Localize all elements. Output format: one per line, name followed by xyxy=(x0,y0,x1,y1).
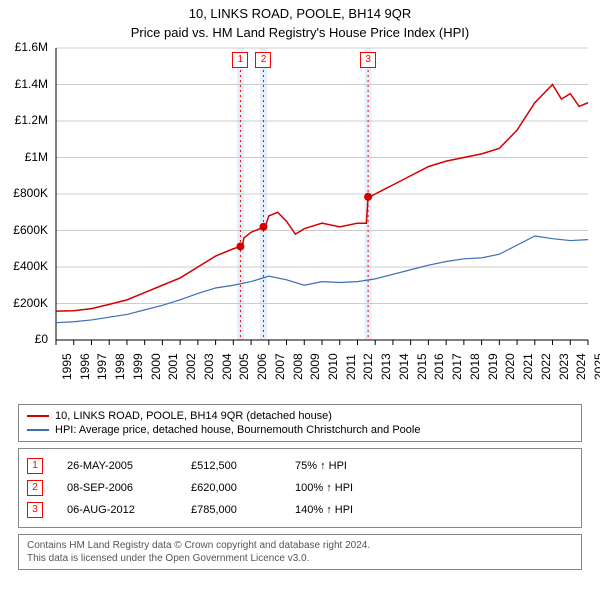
sale-pct: 100% ↑ HPI xyxy=(295,482,395,494)
page-subtitle: Price paid vs. HM Land Registry's House … xyxy=(0,21,600,40)
legend-row: 10, LINKS ROAD, POOLE, BH14 9QR (detache… xyxy=(27,409,573,423)
x-axis-tick-label: 2012 xyxy=(361,353,375,380)
y-axis-tick-label: £800K xyxy=(0,186,48,200)
x-axis-tick-label: 1995 xyxy=(60,353,74,380)
sale-pct: 75% ↑ HPI xyxy=(295,460,395,472)
copyright-line: Contains HM Land Registry data © Crown c… xyxy=(27,539,573,552)
legend-swatch-icon xyxy=(27,415,49,417)
y-axis-tick-label: £1.2M xyxy=(0,113,48,127)
legend-swatch-icon xyxy=(27,429,49,431)
sale-date: 08-SEP-2006 xyxy=(67,482,167,494)
x-axis-tick-label: 1998 xyxy=(113,353,127,380)
x-axis-tick-label: 2024 xyxy=(574,353,588,380)
page: 10, LINKS ROAD, POOLE, BH14 9QR Price pa… xyxy=(0,0,600,590)
chart-marker-label: 3 xyxy=(360,52,376,68)
sale-price: £785,000 xyxy=(191,504,271,516)
chart-marker-label: 1 xyxy=(232,52,248,68)
x-axis-tick-label: 2013 xyxy=(379,353,393,380)
line-chart xyxy=(0,40,600,400)
y-axis-tick-label: £0 xyxy=(0,332,48,346)
x-axis-tick-label: 2023 xyxy=(557,353,571,380)
x-axis-tick-label: 1999 xyxy=(131,353,145,380)
y-axis-tick-label: £200K xyxy=(0,296,48,310)
x-axis-tick-label: 2010 xyxy=(326,353,340,380)
y-axis-tick-label: £1.6M xyxy=(0,40,48,54)
x-axis-tick-label: 2015 xyxy=(415,353,429,380)
x-axis-tick-label: 2002 xyxy=(184,353,198,380)
sale-date: 06-AUG-2012 xyxy=(67,504,167,516)
sale-marker-icon: 3 xyxy=(27,502,43,518)
x-axis-tick-label: 2001 xyxy=(166,353,180,380)
x-axis-tick-label: 2003 xyxy=(202,353,216,380)
x-axis-tick-label: 2007 xyxy=(273,353,287,380)
legend-label: HPI: Average price, detached house, Bour… xyxy=(55,424,420,436)
y-axis-tick-label: £400K xyxy=(0,259,48,273)
x-axis-tick-label: 2011 xyxy=(344,354,358,380)
sale-marker-icon: 2 xyxy=(27,480,43,496)
x-axis-tick-label: 2017 xyxy=(450,353,464,380)
x-axis-tick-label: 2025 xyxy=(592,353,600,380)
x-axis-tick-label: 2008 xyxy=(291,353,305,380)
x-axis-tick-label: 1996 xyxy=(78,353,92,380)
page-title: 10, LINKS ROAD, POOLE, BH14 9QR xyxy=(0,0,600,21)
y-axis-tick-label: £1.4M xyxy=(0,77,48,91)
x-axis-tick-label: 2006 xyxy=(255,353,269,380)
sale-pct: 140% ↑ HPI xyxy=(295,504,395,516)
chart-marker-label: 2 xyxy=(255,52,271,68)
sale-marker-icon: 1 xyxy=(27,458,43,474)
x-axis-tick-label: 2020 xyxy=(503,353,517,380)
x-axis-tick-label: 2004 xyxy=(220,353,234,380)
x-axis-tick-label: 2005 xyxy=(237,353,251,380)
x-axis-tick-label: 2016 xyxy=(432,353,446,380)
legend: 10, LINKS ROAD, POOLE, BH14 9QR (detache… xyxy=(18,404,582,442)
sales-table: 1 26-MAY-2005 £512,500 75% ↑ HPI 2 08-SE… xyxy=(18,448,582,528)
x-axis-tick-label: 2021 xyxy=(521,353,535,380)
x-axis-tick-label: 2000 xyxy=(149,353,163,380)
table-row: 1 26-MAY-2005 £512,500 75% ↑ HPI xyxy=(27,455,573,477)
sale-price: £620,000 xyxy=(191,482,271,494)
copyright-line: This data is licensed under the Open Gov… xyxy=(27,552,573,565)
legend-row: HPI: Average price, detached house, Bour… xyxy=(27,423,573,437)
x-axis-tick-label: 2014 xyxy=(397,353,411,380)
x-axis-tick-label: 2022 xyxy=(539,353,553,380)
x-axis-tick-label: 2018 xyxy=(468,353,482,380)
x-axis-tick-label: 1997 xyxy=(95,353,109,380)
copyright: Contains HM Land Registry data © Crown c… xyxy=(18,534,582,570)
y-axis-tick-label: £600K xyxy=(0,223,48,237)
x-axis-tick-label: 2009 xyxy=(308,353,322,380)
chart-area: £0 £200K £400K £600K £800K £1M £1.2M £1.4M £1.6M… xyxy=(0,40,600,400)
sale-price: £512,500 xyxy=(191,460,271,472)
x-axis-tick-label: 2019 xyxy=(486,353,500,380)
table-row: 3 06-AUG-2012 £785,000 140% ↑ HPI xyxy=(27,499,573,521)
y-axis-tick-label: £1M xyxy=(0,150,48,164)
sale-date: 26-MAY-2005 xyxy=(67,460,167,472)
legend-label: 10, LINKS ROAD, POOLE, BH14 9QR (detache… xyxy=(55,410,332,422)
table-row: 2 08-SEP-2006 £620,000 100% ↑ HPI xyxy=(27,477,573,499)
